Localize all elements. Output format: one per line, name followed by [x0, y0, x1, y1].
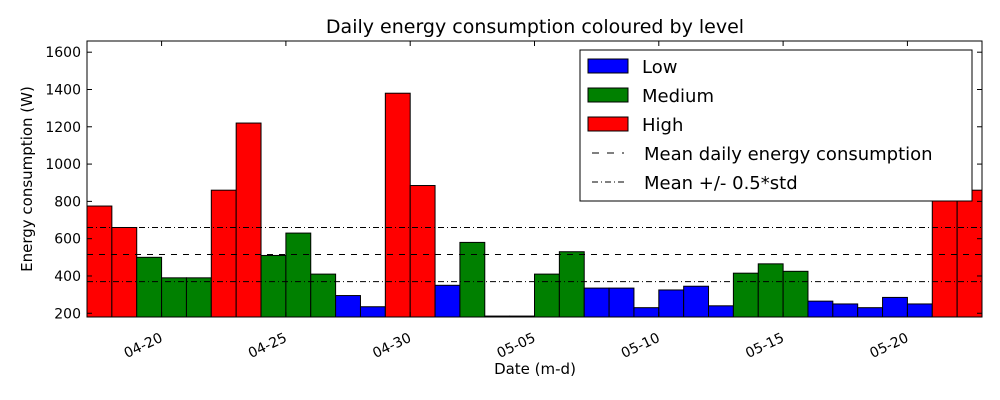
x-tick-label: 05-10	[619, 330, 663, 362]
bar-05-16	[807, 300, 834, 318]
bar-05-13	[732, 272, 759, 318]
legend-swatch-high	[587, 116, 629, 132]
bar-05-20	[906, 303, 933, 318]
y-axis: 200 400 600 800 1000 1200 1400 1600	[45, 45, 982, 322]
bar-04-27	[335, 295, 361, 318]
bar-04-17	[86, 205, 113, 318]
x-tick-label: 04-25	[246, 330, 290, 362]
bar-05-17	[832, 303, 859, 318]
bar-05-01	[434, 284, 461, 318]
bar-04-20	[161, 277, 187, 318]
legend-label: Mean daily energy consumption	[644, 144, 933, 165]
bar-05-08	[608, 287, 635, 318]
chart-title: Daily energy consumption coloured by lev…	[326, 16, 744, 38]
legend-label: Medium	[642, 86, 714, 107]
x-tick-label: 04-30	[370, 330, 414, 362]
y-tick-label: 1200	[45, 120, 81, 136]
bar-04-23	[235, 122, 262, 318]
y-tick-label: 800	[54, 194, 81, 210]
bar-04-29	[384, 92, 411, 318]
x-tick-label: 05-05	[495, 330, 539, 362]
bar-04-22	[210, 189, 237, 318]
bar-04-25	[285, 232, 312, 318]
bar-04-18	[111, 226, 138, 318]
x-axis-label: Date (m-d)	[494, 360, 576, 378]
x-tick-label: 05-15	[743, 330, 787, 362]
bar-04-26	[310, 273, 337, 318]
bar-04-24	[260, 254, 287, 318]
bar-05-06	[558, 251, 585, 318]
bar-05-09	[633, 307, 660, 318]
x-tick-label: 04-20	[122, 330, 166, 362]
legend-label: Mean +/- 0.5*std	[644, 173, 798, 194]
bar-05-15	[782, 270, 809, 318]
bar-04-28	[359, 306, 386, 318]
bar-05-14	[757, 263, 784, 318]
legend-box	[579, 49, 973, 202]
bar-05-11	[683, 285, 710, 318]
bar-05-19	[882, 296, 908, 318]
legend-label: Low	[642, 57, 677, 78]
legend-swatch-medium	[587, 87, 629, 103]
legend: Low Medium High Mean daily energy consumpti…	[579, 49, 973, 202]
bar-05-07	[583, 287, 610, 318]
y-tick-label: 400	[54, 269, 81, 285]
bar-05-18	[857, 307, 884, 318]
bar-04-21	[185, 277, 212, 318]
x-tick-label: 05-20	[867, 330, 911, 362]
y-tick-label: 600	[54, 232, 81, 248]
y-tick-label: 200	[54, 306, 81, 322]
y-tick-label: 1000	[45, 157, 81, 173]
y-tick-label: 1600	[45, 45, 81, 61]
bar-05-12	[708, 305, 734, 318]
bar-05-05	[534, 273, 560, 318]
legend-swatch-low	[587, 58, 629, 74]
bar-05-02	[459, 241, 486, 318]
bar-05-22	[956, 189, 983, 318]
y-axis-label: Energy consumption (W)	[18, 86, 36, 272]
bar-04-19	[136, 256, 163, 318]
bar-04-30	[409, 185, 436, 318]
bars-layer	[86, 92, 983, 318]
legend-label: High	[642, 115, 683, 136]
reference-lines	[87, 226, 982, 283]
bar-05-10	[658, 289, 685, 318]
y-tick-label: 1400	[45, 82, 81, 98]
